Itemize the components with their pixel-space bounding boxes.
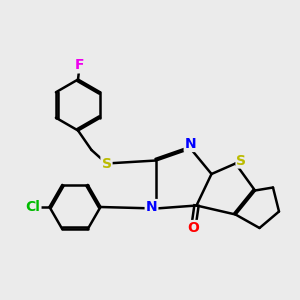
Text: F: F xyxy=(75,58,84,72)
Text: S: S xyxy=(236,154,247,167)
Text: N: N xyxy=(146,200,157,214)
Text: O: O xyxy=(188,221,200,235)
Text: Cl: Cl xyxy=(26,200,40,214)
Text: N: N xyxy=(185,137,196,151)
Text: S: S xyxy=(101,157,112,170)
